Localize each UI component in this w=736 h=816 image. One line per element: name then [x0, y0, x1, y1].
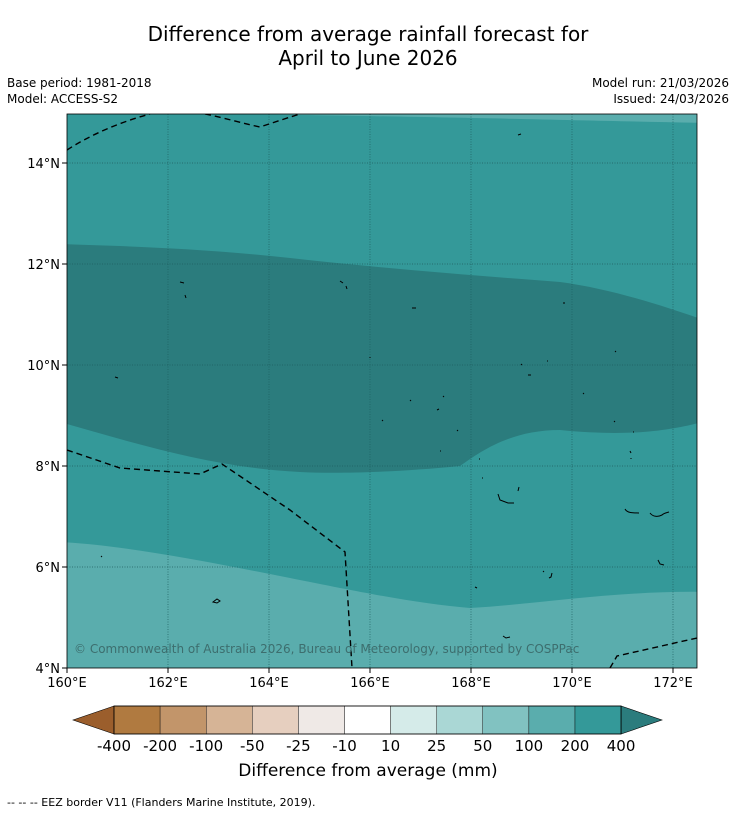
colorbar-swatch	[436, 705, 484, 735]
lat-tick-label: 12°N	[27, 258, 60, 273]
colorbar-swatch	[390, 705, 437, 735]
colorbar-swatch	[528, 705, 576, 735]
lon-tick-label: 166°E	[350, 676, 390, 691]
lon-tick-label: 170°E	[552, 676, 592, 691]
latitude-labels: 4°N 6°N 8°N 10°N 12°N 14°N	[27, 157, 60, 677]
colorbar-tick-label: 200	[561, 737, 590, 755]
band-over-400	[67, 244, 697, 473]
colorbar-frame	[113, 705, 622, 735]
colorbar-tick-label: -200	[143, 737, 177, 755]
colorbar-extend-high	[620, 705, 663, 735]
colorbar-tick-label: -25	[286, 737, 311, 755]
eez-borders	[67, 114, 697, 668]
colorbar-tick-label: -100	[189, 737, 223, 755]
colorbar-swatch	[159, 705, 207, 735]
lat-tick-label: 8°N	[36, 460, 61, 475]
lon-tick-label: 172°E	[653, 676, 693, 691]
lon-tick-label: 160°E	[47, 676, 87, 691]
band-100-200-south	[67, 542, 697, 668]
model-run: Model run: 21/03/2026	[591, 76, 729, 90]
title-line-2: April to June 2026	[278, 46, 458, 70]
colorbar-swatch	[574, 705, 622, 735]
lat-tick-label: 4°N	[36, 662, 61, 677]
axis-tick-marks	[62, 162, 674, 673]
colorbar-tick-label: -10	[332, 737, 357, 755]
chart-title: Difference from average rainfall forecas…	[0, 22, 736, 70]
colorbar-title: Difference from average (mm)	[238, 761, 498, 781]
lon-tick-label: 164°E	[249, 676, 289, 691]
colorbar-tick-label: 400	[607, 737, 636, 755]
footnote: -- -- -- EEZ border V11 (Flanders Marine…	[7, 796, 316, 809]
longitude-labels: 160°E 162°E 164°E 166°E 168°E 170°E 172°…	[47, 676, 693, 691]
islands	[100, 133, 670, 639]
lat-tick-label: 6°N	[36, 561, 61, 576]
colorbar-swatch	[344, 705, 391, 735]
colorbar-tick-label: 10	[381, 737, 400, 755]
colorbar: -400 -200 -100 -50 -25 -10 10 25 50 100 200 400	[72, 705, 663, 755]
colorbar-tick-label: -400	[97, 737, 131, 755]
colorbar-swatch	[113, 705, 161, 735]
colorbar-extend-low	[72, 705, 115, 735]
colorbar-swatch	[205, 705, 253, 735]
grid-lines	[67, 114, 697, 668]
base-period: Base period: 1981-2018	[7, 76, 152, 90]
map-area: © Commonwealth of Australia 2026, Bureau…	[67, 114, 697, 668]
colorbar-tick-label: 25	[427, 737, 446, 755]
lat-tick-label: 14°N	[27, 157, 60, 172]
colorbar-tick-label: 100	[515, 737, 544, 755]
band-100-200-north	[245, 114, 697, 123]
issued-date: Issued: 24/03/2026	[613, 92, 729, 106]
map-frame	[66, 113, 698, 669]
lat-tick-label: 10°N	[27, 359, 60, 374]
copyright-text: © Commonwealth of Australia 2026, Bureau…	[74, 642, 579, 656]
colorbar-tick-label: -50	[240, 737, 265, 755]
colorbar-swatch	[252, 705, 299, 735]
lon-tick-label: 168°E	[451, 676, 491, 691]
title-line-1: Difference from average rainfall forecas…	[147, 22, 589, 46]
colorbar-swatch	[298, 705, 345, 735]
meta-right: Model run: 21/03/2026 Issued: 24/03/2026	[592, 75, 729, 107]
meta-left: Base period: 1981-2018 Model: ACCESS-S2	[7, 75, 152, 107]
colorbar-swatch	[482, 705, 530, 735]
colorbar-tick-label: 50	[473, 737, 492, 755]
lon-tick-label: 162°E	[148, 676, 188, 691]
model-name: Model: ACCESS-S2	[7, 92, 119, 106]
